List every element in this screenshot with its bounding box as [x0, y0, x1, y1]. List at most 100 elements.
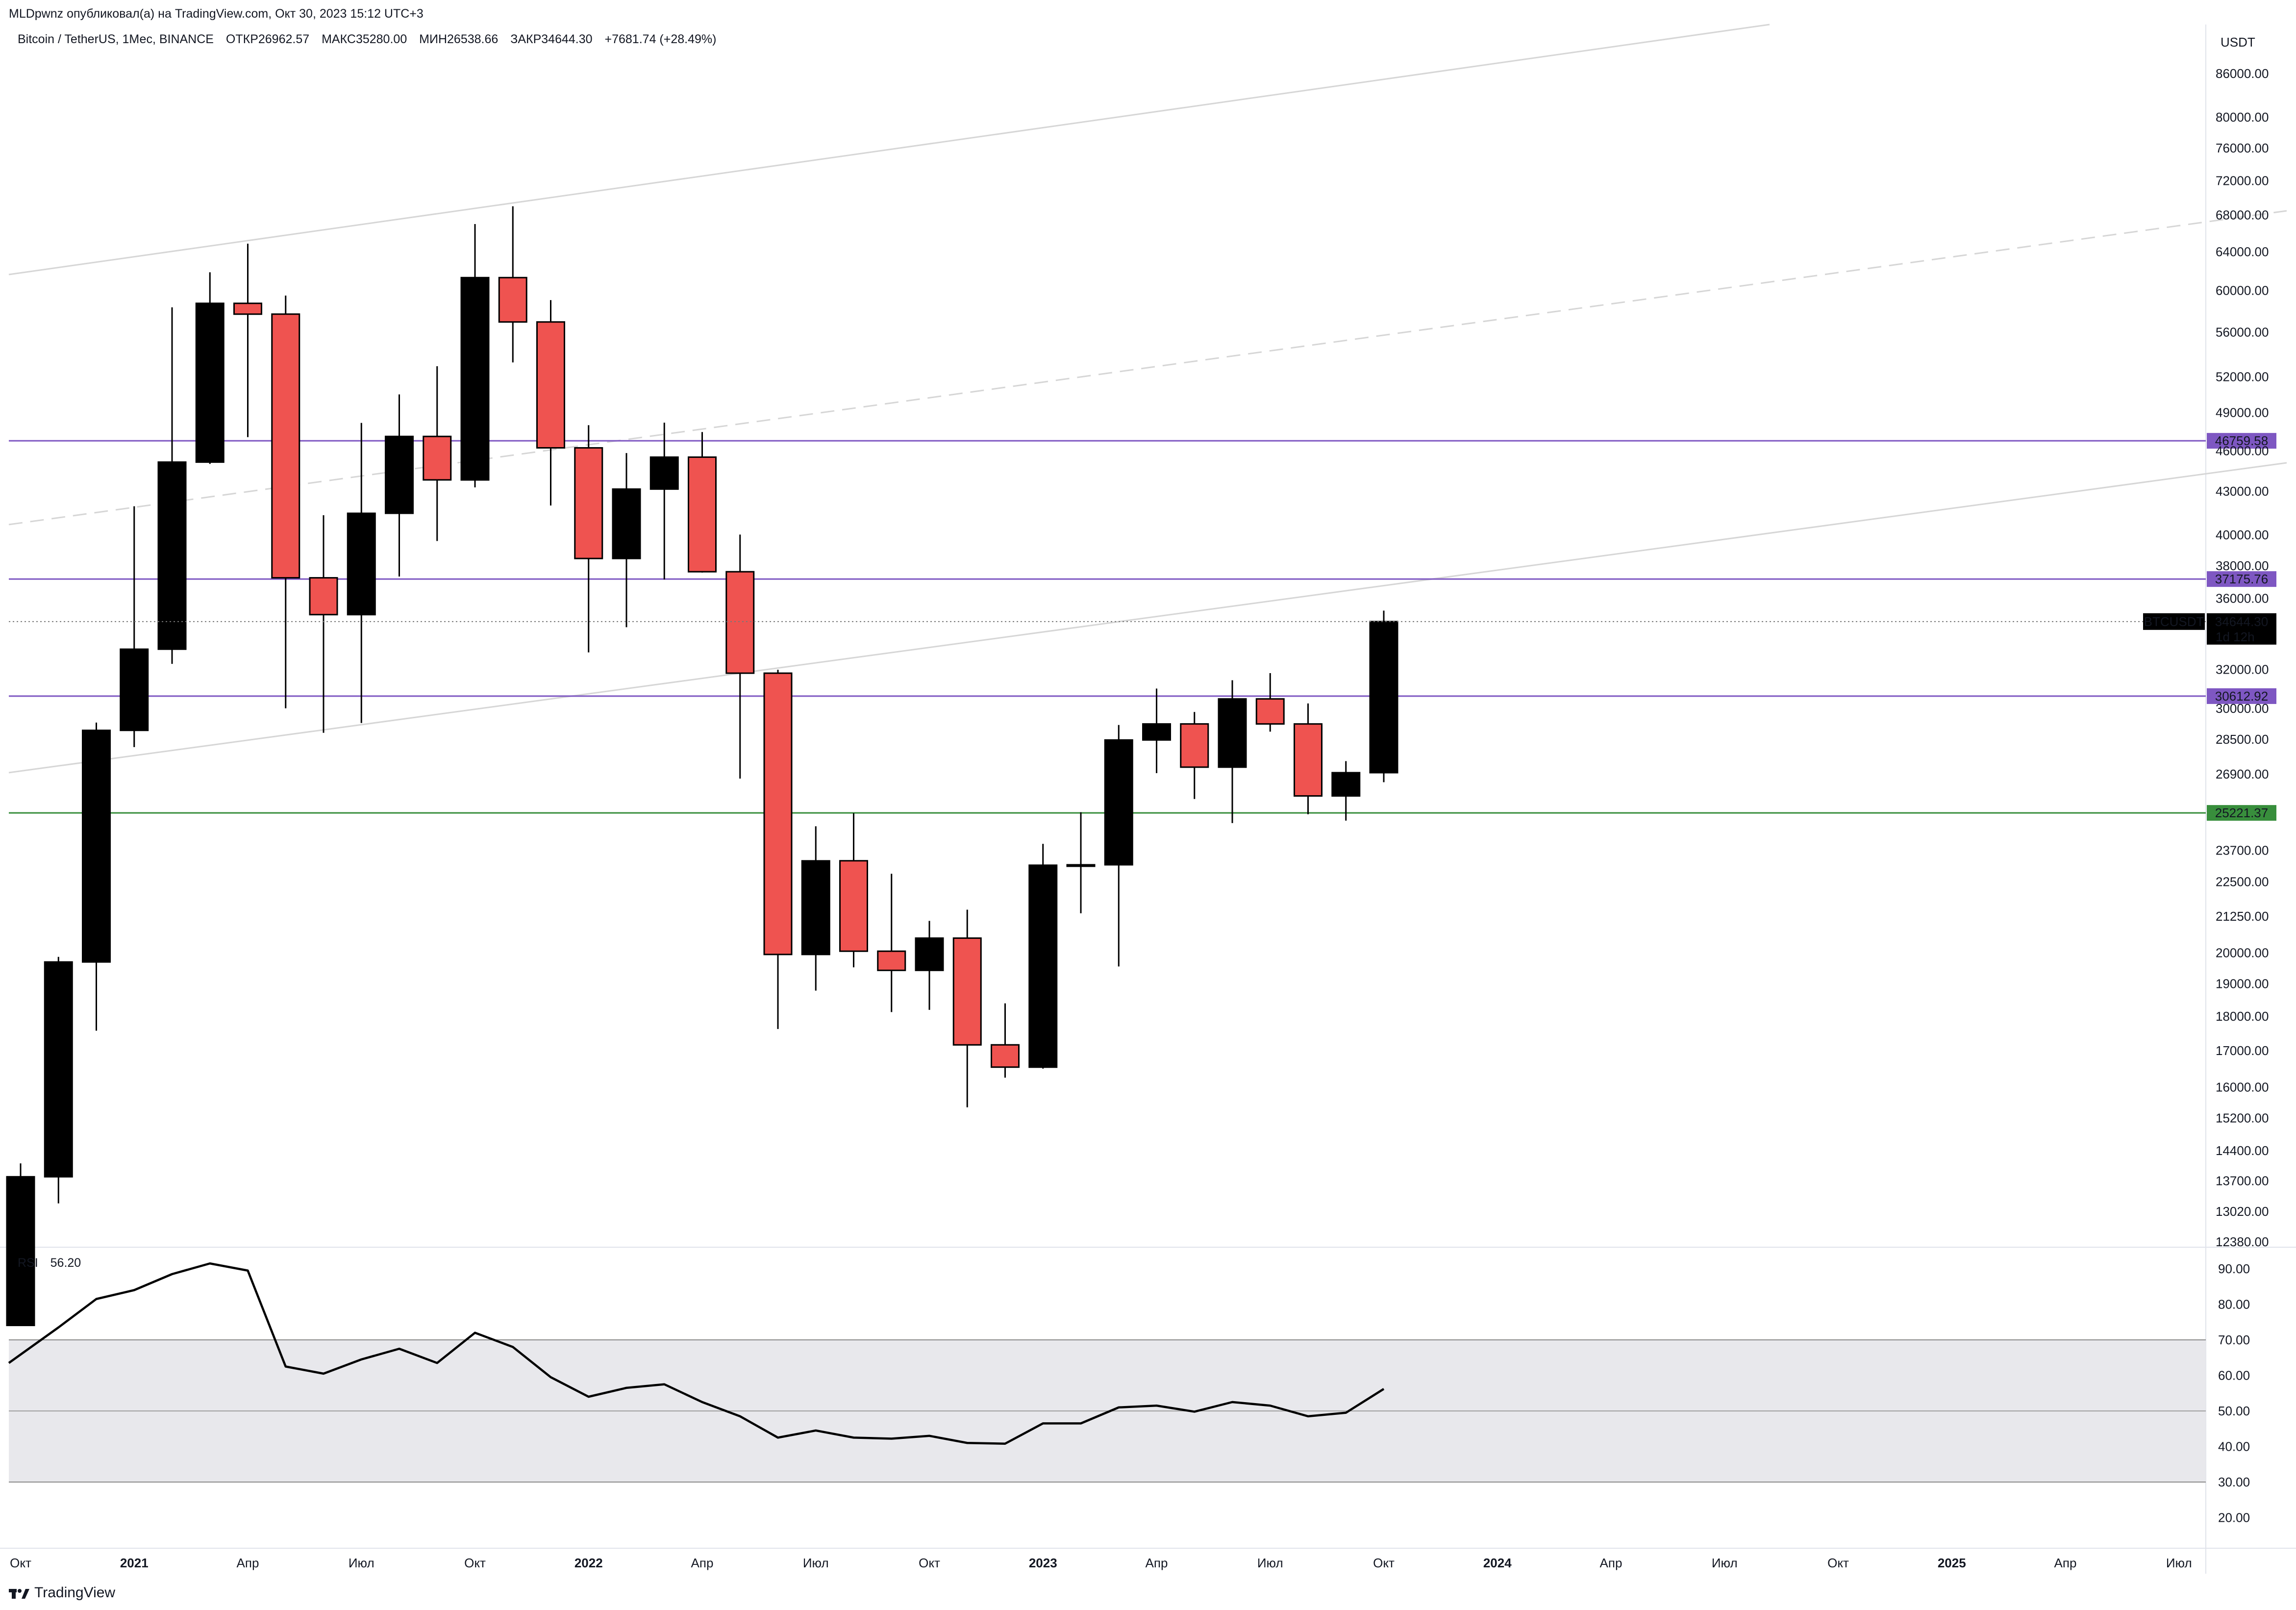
symbol-name[interactable]: Bitcoin / TetherUS, 1Мес, BINANCE — [18, 32, 214, 46]
last-price-bg — [2207, 613, 2276, 645]
rsi-legend: RSI 56.20 — [18, 1256, 90, 1270]
time-month-label: Окт — [10, 1556, 31, 1570]
candle-body — [233, 302, 262, 315]
candle-body — [385, 435, 414, 514]
price-axis: USDT 86000.00 80000.00 76000.00 72000.00 6800… — [2216, 35, 2269, 1249]
time-month-label: Июл — [349, 1556, 374, 1570]
time-year-label: 2021 — [120, 1556, 149, 1570]
candle-body — [1104, 739, 1133, 866]
candle-body — [6, 1176, 35, 1326]
candle-body — [1028, 864, 1058, 1068]
candle-body — [1218, 698, 1247, 768]
candle-body — [649, 456, 679, 490]
candle-body — [1255, 698, 1285, 725]
price-tick-label: 68000.00 — [2216, 208, 2269, 223]
candle-body — [44, 961, 73, 1178]
price-tick-label: 15200.00 — [2216, 1111, 2269, 1126]
price-tick-label: 20000.00 — [2216, 945, 2269, 960]
level-label-bg — [2207, 805, 2276, 821]
legend-high: МАКС35280.00 — [322, 32, 407, 46]
tradingview-brand[interactable]: TradingView — [9, 1585, 115, 1601]
price-tick-label: 22500.00 — [2216, 874, 2269, 889]
rsi-tick-label: 90.00 — [2218, 1261, 2250, 1276]
last-symbol-bg — [2143, 613, 2205, 630]
horizontal-levels: 46759.58 37175.76 30612.92 25221.37 — [9, 433, 2276, 821]
time-month-label: Июл — [803, 1556, 829, 1570]
candle-body — [347, 512, 376, 616]
price-tick-label: 32000.00 — [2216, 662, 2269, 677]
candle-body — [1142, 723, 1171, 741]
level-label: 46759.58 — [2215, 433, 2268, 448]
rsi-label[interactable]: RSI — [18, 1256, 38, 1270]
candle-body — [952, 937, 982, 1046]
rsi-tick-label: 20.00 — [2218, 1510, 2250, 1525]
rsi-tick-label: 40.00 — [2218, 1439, 2250, 1454]
candle-body — [839, 860, 868, 952]
rsi-value: 56.20 — [50, 1256, 81, 1270]
legend-change: +7681.74 (+28.49%) — [604, 32, 717, 46]
last-symbol-label: BTCUSDT — [2144, 614, 2204, 629]
time-month-label: Апр — [1600, 1556, 1622, 1570]
candle-body — [498, 277, 527, 323]
price-tick-label: 17000.00 — [2216, 1043, 2269, 1058]
time-month-label: Июл — [2166, 1556, 2192, 1570]
price-tick-label: 14400.00 — [2216, 1143, 2269, 1158]
time-month-label: Окт — [464, 1556, 486, 1570]
price-tick-label: 36000.00 — [2216, 591, 2269, 606]
candle-body — [309, 577, 338, 616]
price-tick-label: 13020.00 — [2216, 1204, 2269, 1219]
rsi-tick-label: 30.00 — [2218, 1475, 2250, 1489]
currency-label: USDT — [2221, 35, 2255, 50]
price-tick-label: 64000.00 — [2216, 244, 2269, 259]
time-month-label: Апр — [237, 1556, 259, 1570]
price-tick-label: 56000.00 — [2216, 325, 2269, 339]
candle-body — [271, 313, 300, 579]
candle-body — [877, 950, 906, 971]
time-year-label: 2022 — [574, 1556, 603, 1570]
channel-top-line[interactable] — [8, 24, 1770, 276]
price-tick-label: 72000.00 — [2216, 173, 2269, 188]
tradingview-name: TradingView — [34, 1585, 116, 1601]
candle-body — [460, 277, 490, 481]
price-tick-label: 30000.00 — [2216, 701, 2269, 716]
rsi-tick-label: 60.00 — [2218, 1368, 2250, 1383]
countdown-label: 1d 12h — [2216, 629, 2255, 644]
level-label: 30612.92 — [2215, 689, 2268, 704]
time-month-label: Июл — [1257, 1556, 1283, 1570]
price-tick-label: 38000.00 — [2216, 558, 2269, 573]
candle-body — [536, 321, 565, 449]
level-label: 37175.76 — [2215, 572, 2268, 586]
candle-body — [1331, 772, 1361, 797]
time-year-label: 2024 — [1483, 1556, 1512, 1570]
candle-body — [1369, 621, 1398, 774]
level-label-bg — [2207, 688, 2276, 704]
price-tick-label: 13700.00 — [2216, 1173, 2269, 1188]
channel-mid-line[interactable] — [8, 210, 2287, 526]
candle-body — [801, 860, 830, 956]
price-tick-label: 49000.00 — [2216, 405, 2269, 420]
price-tick-label: 80000.00 — [2216, 110, 2269, 125]
level-label-bg — [2207, 571, 2276, 587]
last-price-label: 34644.30 — [2215, 614, 2268, 629]
time-month-label: Апр — [1146, 1556, 1168, 1570]
legend-close: ЗАКР34644.30 — [510, 32, 593, 46]
candle-body — [157, 461, 187, 650]
price-tick-label: 60000.00 — [2216, 283, 2269, 298]
price-tick-label: 28500.00 — [2216, 732, 2269, 747]
candle-body — [574, 447, 603, 559]
price-tick-label: 43000.00 — [2216, 484, 2269, 499]
rsi-line[interactable] — [8, 1262, 1385, 1445]
price-tick-label: 16000.00 — [2216, 1080, 2269, 1095]
price-tick-label: 26900.00 — [2216, 767, 2269, 781]
candle-body — [612, 488, 641, 559]
time-month-label: Апр — [2054, 1556, 2077, 1570]
price-tick-label: 76000.00 — [2216, 141, 2269, 155]
time-month-label: Июл — [1712, 1556, 1738, 1570]
candle-body — [423, 435, 452, 481]
time-year-label: 2025 — [1938, 1556, 1966, 1570]
legend-open: ОТКР26962.57 — [225, 32, 310, 46]
time-month-label: Окт — [1373, 1556, 1395, 1570]
channel-bottom-line[interactable] — [8, 462, 2287, 774]
